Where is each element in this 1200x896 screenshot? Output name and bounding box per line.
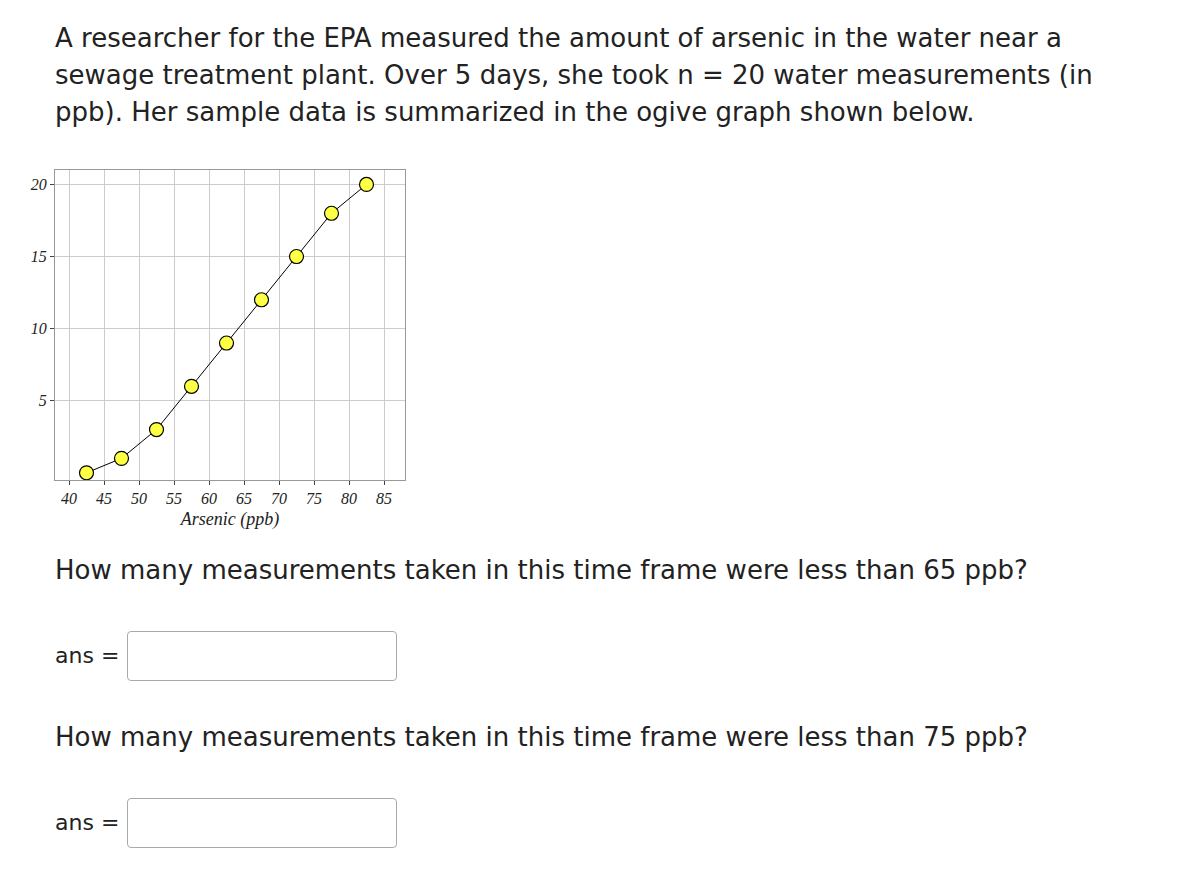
svg-text:10: 10 xyxy=(31,320,47,337)
svg-text:45: 45 xyxy=(96,490,112,507)
svg-text:80: 80 xyxy=(341,490,357,507)
svg-text:70: 70 xyxy=(271,490,287,507)
svg-text:Arsenic (ppb): Arsenic (ppb) xyxy=(180,509,279,530)
html-text:How many measurements taken in: How many measurements taken in this time… xyxy=(55,722,1028,752)
svg-text:55: 55 xyxy=(166,490,182,507)
svg-text:65: 65 xyxy=(236,490,252,507)
html-text:How many measurements taken in: How many measurements taken in this time… xyxy=(55,555,1028,585)
svg-text:5: 5 xyxy=(39,392,47,409)
svg-text:75: 75 xyxy=(306,490,322,507)
svg-text:50: 50 xyxy=(131,490,147,507)
svg-text:60: 60 xyxy=(201,490,217,507)
svg-text:40: 40 xyxy=(61,490,77,507)
svg-text:15: 15 xyxy=(31,248,47,265)
html-text:ans =: ans = xyxy=(55,810,120,835)
svg-text:85: 85 xyxy=(376,490,392,507)
html-text:A researcher for the EPA measu: A researcher for the EPA measured the am… xyxy=(55,23,1093,127)
svg-text:20: 20 xyxy=(31,176,47,193)
html-text:ans =: ans = xyxy=(55,643,120,668)
